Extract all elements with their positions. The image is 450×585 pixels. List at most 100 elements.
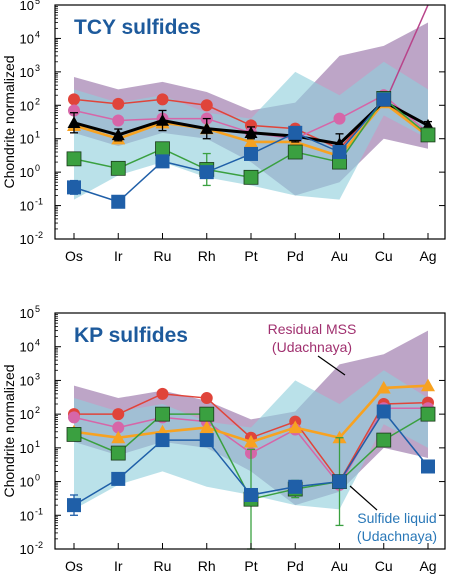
residual-mss-label-line1: Residual MSS — [268, 321, 357, 337]
tcy-series-blue-point-pt — [244, 146, 258, 161]
tcy-title: TCY sulfides — [74, 16, 201, 39]
kp-series-orange-point-cu — [376, 380, 391, 394]
kp-plot-frame — [54, 312, 446, 550]
kp-series-red-point-ru — [156, 387, 169, 400]
kp-y-tick-label: 10 — [20, 475, 34, 490]
tcy-series-orange-point-pt — [244, 134, 258, 148]
kp-series-blue-point-cu — [376, 404, 391, 419]
kp-series-green-point-ir — [110, 445, 126, 461]
kp-series-blue — [67, 404, 435, 516]
tcy-y-tick-exponent: 2 — [35, 96, 40, 106]
kp-y-label: Chondrite normalized — [1, 364, 17, 497]
kp-x-label-cu: Cu — [375, 558, 393, 574]
kp-y-tick-exponent: 2 — [35, 405, 40, 415]
tcy-y-tick-label: 10 — [20, 31, 34, 46]
tcy-series-green-point-ru — [155, 141, 170, 157]
residual-mss-leader — [317, 355, 346, 376]
kp-x-label-pt: Pt — [244, 558, 257, 574]
kp-series — [66, 378, 436, 550]
tcy-y-tick-exponent: -2 — [35, 230, 43, 240]
tcy-series-pink-point-os — [68, 104, 80, 117]
residual-mss-label-line2: (Udachnaya) — [272, 339, 352, 355]
tcy-series-red-point-os — [68, 93, 80, 106]
kp-series-blue-point-ru — [155, 433, 170, 448]
tcy-plot-frame — [54, 4, 446, 240]
tcy-series-blue-point-au — [332, 145, 347, 160]
tcy-series-blue-point-pd — [288, 125, 303, 140]
tcy-series-blue-point-os — [67, 180, 81, 195]
kp-x-label-ir: Ir — [114, 558, 123, 574]
tcy-series-red-point-ru — [156, 93, 169, 106]
kp-series-red-point-rh — [200, 392, 213, 405]
kp-y-tick-exponent: 5 — [35, 304, 40, 314]
tcy-y-tick-label: 10 — [20, 165, 34, 180]
tcy-series-black-point-rh — [200, 122, 214, 134]
tcy-series-blue-point-ru — [155, 154, 170, 169]
kp-title: KP sulfides — [74, 324, 188, 347]
kp-series-orange-point-ir — [111, 430, 126, 444]
kp-y-tick-exponent: -1 — [35, 506, 43, 516]
kp-y-tick-exponent: 0 — [35, 473, 40, 483]
kp-series-orange-point-rh — [199, 420, 214, 434]
tcy-x-label-ag: Ag — [419, 248, 436, 264]
kp-y-tick-exponent: -2 — [35, 540, 43, 550]
kp-y-tick-exponent: 3 — [35, 371, 40, 381]
tcy-series-blue — [67, 92, 391, 209]
tcy-x-label-ir: Ir — [114, 248, 123, 264]
tcy-x-label-cu: Cu — [375, 248, 393, 264]
tcy-y-tick-label: 10 — [20, 65, 34, 80]
kp-series-orange-point-pt — [244, 434, 258, 448]
tcy-series-pink-point-ir — [112, 114, 125, 127]
kp-series-blue-point-au — [332, 474, 347, 489]
kp-series-orange-point-ag — [421, 378, 435, 392]
tcy-x-label-pd: Pd — [287, 248, 304, 264]
kp-series-blue-point-os — [67, 498, 81, 513]
tcy-y-tick-exponent: 4 — [35, 29, 40, 39]
kp-y-tick-label: 10 — [20, 340, 34, 355]
tcy-series-black-point-os — [67, 116, 81, 128]
kp-y-tick-label: 10 — [20, 542, 34, 557]
kp-x-label-ru: Ru — [154, 558, 172, 574]
sulfide-liquid-leader — [349, 485, 378, 511]
kp-series-red-point-ir — [112, 408, 125, 421]
kp-x-axis: Os Ir Ru Rh Pt Pd Au Cu Ag — [65, 543, 437, 574]
tcy-series-green-point-pd — [287, 144, 303, 160]
kp-series-green-point-ru — [155, 406, 170, 422]
kp-series-pink-point-ir — [112, 421, 125, 434]
tcy-series-pink-point-au — [333, 112, 346, 125]
kp-series-blue-point-ag — [421, 459, 435, 474]
tcy-y-tick-label: 10 — [20, 232, 34, 247]
kp-y-tick-exponent: 1 — [35, 439, 40, 449]
tcy-y-tick-label: 10 — [20, 199, 34, 214]
tcy-series-green-point-pt — [243, 169, 259, 185]
kp-x-label-rh: Rh — [198, 558, 216, 574]
kp-series-green-point-rh — [199, 406, 215, 422]
tcy-y-tick-exponent: 1 — [35, 130, 40, 140]
tcy-series-magenta-line — [383, 5, 429, 106]
kp-series-orange-point-pd — [288, 420, 303, 434]
tcy-x-axis: Os Ir Ru Rh Pt Pd Au Cu Ag — [65, 233, 437, 264]
tcy-y-tick-label: 10 — [20, 0, 34, 13]
tcy-series-blue-point-cu — [376, 92, 391, 107]
kp-series-blue-point-pd — [288, 479, 303, 494]
tcy-series-blue-line — [73, 98, 385, 203]
tcy-y-tick-exponent: 5 — [35, 0, 40, 6]
kp-y-tick-label: 10 — [20, 441, 34, 456]
tcy-series-black-point-ru — [156, 114, 169, 126]
tcy-y-tick-exponent: -1 — [35, 197, 43, 207]
kp-x-label-os: Os — [65, 558, 83, 574]
kp-x-label-au: Au — [331, 558, 348, 574]
kp-y-tick-label: 10 — [20, 373, 34, 388]
tcy-x-label-ru: Ru — [154, 248, 172, 264]
tcy-y-label: Chondrite normalized — [1, 55, 17, 188]
kp-x-label-ag: Ag — [419, 558, 436, 574]
tcy-series-blue-point-rh — [199, 165, 214, 180]
tcy-x-label-au: Au — [331, 248, 348, 264]
kp-series-green-point-os — [66, 427, 82, 442]
kp-y-tick-label: 10 — [20, 407, 34, 422]
kp-series-green-point-cu — [376, 432, 392, 448]
tcy-series — [66, 5, 436, 209]
kp-y-tick-label: 10 — [20, 508, 34, 523]
tcy-y-tick-label: 10 — [20, 98, 34, 113]
